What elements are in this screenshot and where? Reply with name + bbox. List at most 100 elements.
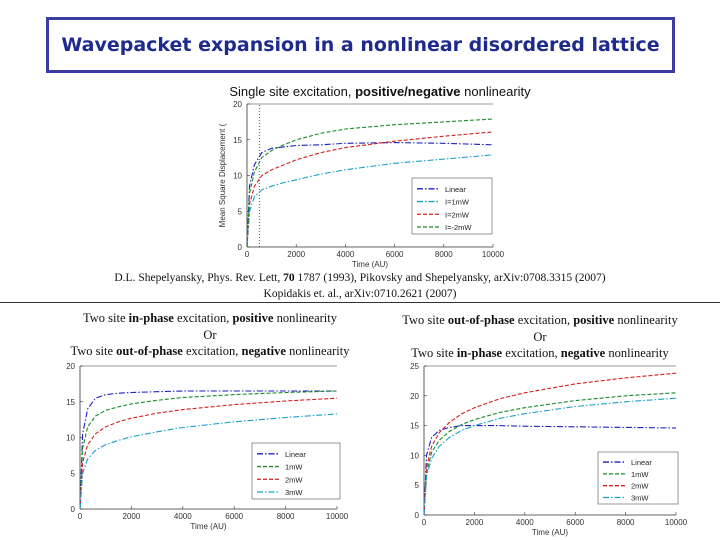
legend-label: 3mW bbox=[631, 494, 649, 503]
y-tick-label: 20 bbox=[233, 100, 242, 109]
page-title: Wavepacket expansion in a nonlinear diso… bbox=[61, 34, 660, 56]
x-tick-label: 6000 bbox=[225, 512, 243, 521]
caption-text: excitation, bbox=[173, 311, 233, 325]
y-tick-label: 15 bbox=[410, 422, 419, 431]
caption-bold: in-phase bbox=[128, 311, 174, 325]
right-caption-line-1: Two site out-of-phase excitation, positi… bbox=[370, 312, 710, 329]
series-line bbox=[79, 390, 337, 510]
title-box: Wavepacket expansion in a nonlinear diso… bbox=[46, 17, 675, 73]
x-axis-label: Time (AU) bbox=[190, 522, 226, 531]
ref-text: D.L. Shepelyansky, Phys. Rev. Lett, bbox=[114, 272, 284, 284]
caption-bold: positive bbox=[573, 313, 615, 327]
y-axis-label: Mean Square Displacement ( bbox=[218, 123, 227, 227]
y-tick-label: 5 bbox=[238, 207, 243, 216]
y-tick-label: 0 bbox=[415, 511, 420, 520]
divider bbox=[0, 302, 720, 303]
caption-text: nonlinearity bbox=[605, 346, 669, 360]
caption-bold: positive bbox=[232, 311, 274, 325]
chart-bottom-left: 0 2000 4000 6000 8000 10000 0 5 10 15 20 Time (AU) L… bbox=[66, 362, 349, 531]
x-tick-label: 0 bbox=[78, 512, 83, 521]
caption-text: excitation, bbox=[514, 313, 574, 327]
caption-text: nonlinearity bbox=[273, 311, 337, 325]
series-line bbox=[246, 118, 494, 248]
caption-text: nonlinearity bbox=[614, 313, 678, 327]
chart-top: 0 2000 4000 6000 8000 10000 0 5 10 15 20 Time (AU) M… bbox=[218, 100, 505, 269]
x-tick-label: 2000 bbox=[123, 512, 141, 521]
chart-bottom-right: 0 2000 4000 6000 8000 10000 0 5 10 15 20 25 Time (AU… bbox=[410, 362, 688, 537]
y-tick-label: 20 bbox=[410, 392, 419, 401]
x-tick-label: 4000 bbox=[337, 250, 355, 259]
x-tick-label: 10000 bbox=[665, 518, 688, 527]
y-tick-label: 5 bbox=[71, 469, 76, 478]
x-tick-label: 0 bbox=[422, 518, 427, 527]
caption-text: excitation, bbox=[502, 346, 561, 360]
y-tick-label: 25 bbox=[410, 362, 419, 371]
series-line bbox=[79, 397, 338, 510]
x-tick-label: 2000 bbox=[287, 250, 305, 259]
legend: Linear I=1mW I=2mW I=-2mW bbox=[411, 177, 493, 235]
legend-box bbox=[597, 451, 679, 505]
caption-bold: out-of-phase bbox=[116, 344, 183, 358]
legend-label: 3mW bbox=[285, 488, 303, 497]
y-tick-label: 0 bbox=[71, 505, 76, 514]
series-line bbox=[423, 397, 677, 516]
y-tick-label: 10 bbox=[66, 434, 75, 443]
left-caption-line-2: Or bbox=[203, 327, 217, 342]
x-tick-label: 10000 bbox=[326, 512, 349, 521]
caption-bold: in-phase bbox=[456, 346, 503, 360]
legend: Linear 1mW 2mW 3mW bbox=[597, 451, 679, 505]
legend: Linear 1mW 2mW 3mW bbox=[251, 442, 341, 500]
caption-text: nonlinearity bbox=[285, 344, 350, 358]
legend-box bbox=[411, 177, 493, 235]
y-tick-label: 5 bbox=[415, 481, 420, 490]
series-line bbox=[423, 392, 677, 516]
x-tick-label: 6000 bbox=[566, 518, 584, 527]
reference-line-2: Kopidakis et. al., arXiv:0710.2621 (2007… bbox=[263, 288, 457, 300]
series-line bbox=[246, 154, 494, 248]
caption-text: Two site bbox=[411, 346, 457, 360]
subtitle-suffix: nonlinearity bbox=[460, 84, 531, 99]
ref-text: 1787 (1993), Pikovsky and Shepelyansky, … bbox=[294, 272, 606, 284]
legend-label: 1mW bbox=[631, 470, 649, 479]
left-caption-line-1: Two site in-phase excitation, positive n… bbox=[20, 310, 400, 327]
left-caption-line-3: Two site out-of-phase excitation, negati… bbox=[20, 343, 400, 360]
x-axis-label: Time (AU) bbox=[352, 260, 388, 269]
subtitle-bold: positive/negative bbox=[355, 84, 461, 99]
x-tick-label: 10000 bbox=[482, 250, 505, 259]
x-tick-label: 4000 bbox=[174, 512, 192, 521]
ref-volume: 70 bbox=[283, 272, 295, 284]
caption-bold: negative bbox=[560, 346, 606, 360]
x-tick-label: 0 bbox=[245, 250, 250, 259]
legend-label: Linear bbox=[285, 450, 306, 459]
legend-label: Linear bbox=[631, 458, 652, 467]
subtitle-prefix: Single site excitation, bbox=[229, 84, 356, 99]
caption-bold: out-of-phase bbox=[447, 313, 515, 327]
x-tick-label: 4000 bbox=[516, 518, 534, 527]
legend-label: I=-2mW bbox=[445, 223, 472, 232]
y-tick-label: 20 bbox=[66, 362, 75, 371]
y-tick-label: 10 bbox=[233, 172, 242, 181]
y-tick-label: 15 bbox=[233, 136, 242, 145]
y-tick-label: 10 bbox=[410, 451, 419, 460]
x-tick-label: 8000 bbox=[435, 250, 453, 259]
series-line bbox=[423, 425, 677, 516]
reference-line-1: D.L. Shepelyansky, Phys. Rev. Lett, 70 1… bbox=[0, 272, 720, 284]
legend-label: I=2mW bbox=[445, 210, 470, 219]
legend-label: Linear bbox=[445, 185, 466, 194]
x-tick-label: 6000 bbox=[386, 250, 404, 259]
right-caption: Two site out-of-phase excitation, positi… bbox=[370, 312, 710, 362]
x-axis-label: Time (AU) bbox=[532, 528, 568, 537]
right-caption-line-2: Or bbox=[533, 329, 547, 344]
legend-box bbox=[251, 442, 341, 500]
x-tick-label: 8000 bbox=[277, 512, 295, 521]
caption-text: Two site bbox=[70, 344, 117, 358]
right-caption-line-3: Two site in-phase excitation, negative n… bbox=[370, 345, 710, 362]
caption-text: Two site bbox=[402, 313, 448, 327]
x-tick-label: 2000 bbox=[466, 518, 484, 527]
caption-text: excitation, bbox=[182, 344, 242, 358]
caption-bold: negative bbox=[241, 344, 286, 358]
series-line bbox=[246, 142, 494, 248]
legend-label: 1mW bbox=[285, 463, 303, 472]
x-tick-label: 8000 bbox=[617, 518, 635, 527]
